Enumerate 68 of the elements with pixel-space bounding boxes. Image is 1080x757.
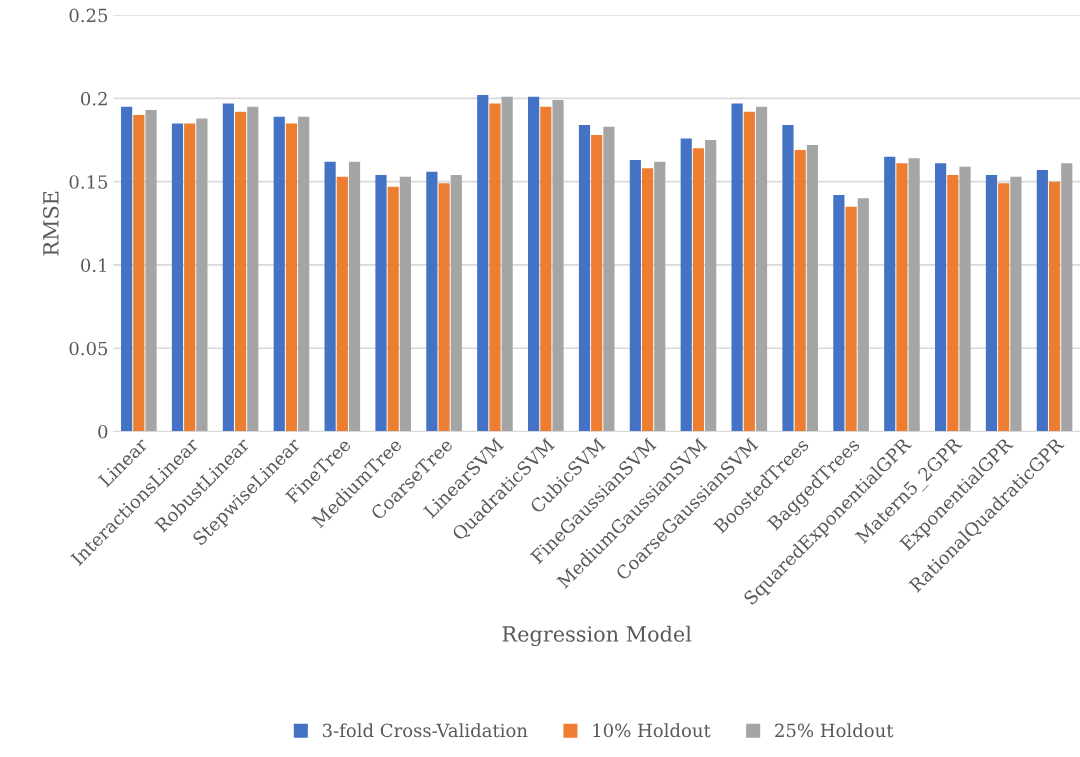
bar <box>654 161 666 432</box>
bar <box>896 163 908 432</box>
bar <box>641 168 654 432</box>
bar <box>552 100 564 432</box>
bar <box>222 103 234 432</box>
legend-label: 25% Holdout <box>775 723 894 738</box>
bar <box>1036 170 1048 432</box>
bar <box>603 126 615 432</box>
bar <box>450 175 462 432</box>
bar <box>489 103 501 432</box>
bar <box>947 175 959 432</box>
bar <box>1010 176 1022 432</box>
bar <box>908 158 920 432</box>
bar <box>121 106 133 432</box>
bar <box>426 171 438 432</box>
legend-label: 3-fold Cross-Validation <box>322 723 528 738</box>
bar <box>743 111 755 432</box>
bar <box>298 116 310 432</box>
bar <box>133 115 145 432</box>
bar <box>985 175 998 432</box>
y-tick-label: 0.15 <box>69 175 108 189</box>
bar <box>528 96 540 432</box>
x-axis-title: Regression Model <box>502 625 692 647</box>
bar <box>145 110 157 432</box>
bar <box>438 183 450 432</box>
bar <box>184 123 196 432</box>
bar <box>171 123 184 432</box>
bar <box>833 195 845 432</box>
bar <box>196 118 208 432</box>
bar <box>755 106 768 432</box>
bar <box>348 161 361 432</box>
bar <box>1048 181 1061 432</box>
legend-label: 10% Holdout <box>593 723 711 738</box>
bar <box>794 150 806 432</box>
y-axis-title: RMSE <box>42 191 59 256</box>
bar <box>959 166 971 432</box>
bar <box>731 103 743 432</box>
bar <box>336 176 348 432</box>
bar <box>324 161 336 432</box>
bar <box>247 106 259 432</box>
bar <box>273 116 285 432</box>
bar <box>540 106 552 432</box>
y-tick-label: 0.1 <box>81 258 106 273</box>
bar <box>591 135 603 432</box>
bar <box>501 96 513 432</box>
bar <box>234 111 247 432</box>
bar <box>399 176 412 432</box>
bar <box>285 123 298 432</box>
bar <box>1061 163 1073 432</box>
bar <box>680 138 692 432</box>
y-tick-label: 0 <box>98 424 108 439</box>
bar <box>845 206 857 432</box>
bar <box>884 156 896 432</box>
bar <box>998 183 1010 432</box>
bar <box>782 125 794 432</box>
y-tick-label: 0.05 <box>69 341 108 356</box>
bar <box>387 186 399 432</box>
bar <box>629 160 641 432</box>
bar <box>857 198 869 432</box>
bar <box>692 148 705 432</box>
y-tick-label: 0.25 <box>69 8 108 23</box>
bar <box>375 175 387 432</box>
bar <box>806 145 818 432</box>
bar <box>578 125 591 432</box>
bar <box>935 163 947 432</box>
bar <box>705 140 717 432</box>
bar <box>477 95 489 432</box>
y-tick-label: 0.2 <box>81 91 107 106</box>
